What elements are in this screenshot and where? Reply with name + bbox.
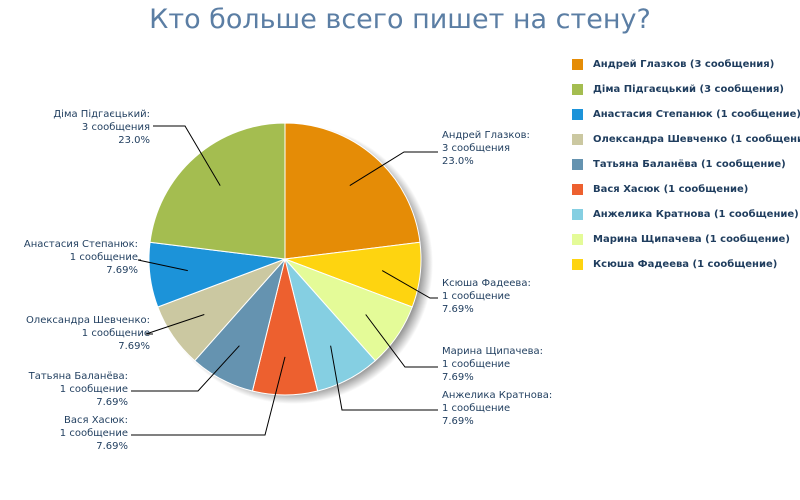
legend-item[interactable]: Ксюша Фадеева (1 сообщение) [572,252,798,277]
legend-label: Анастасия Степанюк (1 сообщение) [593,109,800,120]
legend-swatch [572,234,583,245]
legend-item[interactable]: Діма Підгаєцький (3 сообщения) [572,77,798,102]
legend-label: Олександра Шевченко (1 сообщение) [593,134,800,145]
leader-line [349,151,438,187]
slice-label: Андрей Глазков: 3 сообщения 23.0% [442,130,530,167]
legend-swatch [572,134,583,145]
chart-title: Кто больше всего пишет на стену? [149,4,651,35]
legend-label: Діма Підгаєцький (3 сообщения) [593,84,784,95]
legend-swatch [572,84,583,95]
leader-line [145,314,205,335]
slice-label: Діма Підгаєцький: 3 сообщения 23.0% [53,108,150,146]
slice-label: Анжелика Кратнова: 1 сообщение 7.69% [442,390,552,427]
legend-swatch [572,109,583,120]
slice-label: Вася Хасюк: 1 сообщение 7.69% [60,415,128,452]
legend-swatch [572,209,583,220]
leader-line [131,345,240,392]
legend-item[interactable]: Татьяна Баланёва (1 сообщение) [572,152,798,177]
legend-item[interactable]: Анастасия Степанюк (1 сообщение) [572,102,800,127]
legend-swatch [572,59,583,70]
leader-line [330,345,438,411]
leader-line [365,314,438,368]
legend-label: Андрей Глазков (3 сообщения) [593,59,775,70]
legend-label: Марина Щипачева (1 сообщение) [593,234,790,245]
legend-swatch [572,184,583,195]
slice-label: Татьяна Баланёва: 1 сообщение 7.69% [28,371,128,408]
pie-slice[interactable] [149,122,286,260]
legend-label: Вася Хасюк (1 сообщение) [593,184,749,195]
leader-line [137,259,188,272]
legend-item[interactable]: Вася Хасюк (1 сообщение) [572,177,798,202]
legend-item[interactable]: Анжелика Кратнова (1 сообщение) [572,202,799,227]
leader-line [131,356,286,436]
legend-item[interactable]: Олександра Шевченко (1 сообщение) [572,127,800,152]
legend-label: Анжелика Кратнова (1 сообщение) [593,209,799,220]
legend-item[interactable]: Андрей Глазков (3 сообщения) [572,52,798,77]
legend: Андрей Глазков (3 сообщения) Діма Підгаєц… [572,52,800,277]
legend-swatch [572,259,583,270]
legend-item[interactable]: Марина Щипачева (1 сообщение) [572,227,798,252]
slice-label: Марина Щипачева: 1 сообщение 7.69% [442,346,543,383]
slice-label: Анастасия Степанюк: 1 сообщение 7.69% [24,239,138,276]
slice-label: Олександра Шевченко: 1 сообщение 7.69% [26,315,150,352]
legend-label: Ксюша Фадеева (1 сообщение) [593,259,778,270]
pie-slice[interactable] [284,122,421,260]
leader-line [153,125,221,186]
slice-label: Ксюша Фадеева: 1 сообщение 7.69% [442,278,531,315]
legend-swatch [572,159,583,170]
leader-line [381,270,438,299]
legend-label: Татьяна Баланёва (1 сообщение) [593,159,786,170]
